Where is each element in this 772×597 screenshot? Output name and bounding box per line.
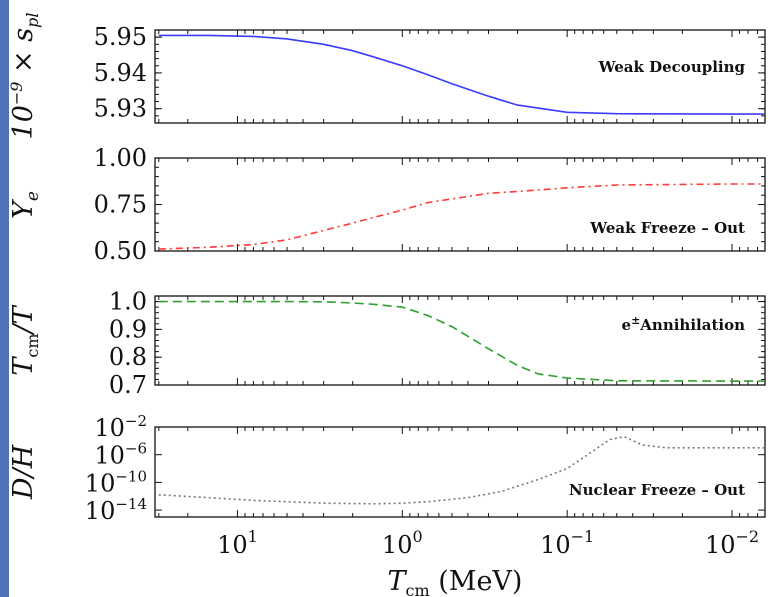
series-line: [158, 34, 764, 115]
y-tick-label: 5.93: [94, 95, 147, 123]
y-axis-label: D/H: [8, 444, 39, 500]
left-edge-bar: [0, 0, 9, 597]
panel-top: 5.93 5.94 5.95 Weak Decoupling 10−9 × spl: [7, 13, 766, 140]
y-tick-label: 0.8: [109, 343, 147, 371]
y-tick-label: 5.94: [94, 59, 147, 87]
x-tick-label: 101: [217, 527, 258, 559]
panel-annotation: e±Annihilation: [622, 314, 746, 334]
y-axis-label: Tcm/T: [8, 304, 42, 375]
x-tick-label: 10−1: [540, 527, 594, 559]
axes-frame: [154, 29, 766, 124]
y-tick-label: 1.0: [109, 288, 147, 316]
series-line: [158, 435, 764, 505]
y-tick-label: 5.95: [94, 23, 147, 51]
y-tick-label: 10−14: [85, 495, 147, 525]
x-tick-label: 10−2: [705, 527, 759, 559]
y-tick-label: 0.7: [109, 371, 147, 399]
series-line: [158, 183, 764, 250]
panel-annotation: Weak Freeze – Out: [589, 219, 745, 237]
y-tick-label: 0.50: [94, 237, 147, 265]
y-axis-label: 10−9 × spl: [7, 13, 42, 140]
y-axis-label: Ye: [8, 191, 43, 219]
series-line: [158, 300, 764, 382]
panel-second: 0.50 0.75 1.00 Weak Freeze – Out Ye: [8, 144, 766, 265]
y-tick-label: 10−6: [94, 440, 147, 470]
axes-frame: [154, 157, 766, 252]
y-tick-label: 0.9: [109, 315, 147, 343]
x-tick-label: 100: [382, 527, 423, 559]
x-axis-label: Tcm (MeV): [388, 566, 523, 597]
y-tick-label: 0.75: [94, 191, 147, 219]
panel-annotation: Weak Decoupling: [598, 58, 746, 76]
axes-frame: [154, 426, 766, 518]
y-tick-label: 10−10: [85, 467, 147, 497]
axes-frame: [154, 295, 766, 386]
panel-third: 0.70.80.91.0 e±Annihilation Tcm/T: [8, 288, 766, 399]
y-tick-label: 1.00: [94, 144, 147, 172]
panel-annotation: Nuclear Freeze – Out: [569, 481, 745, 499]
y-tick-label: 10−2: [94, 412, 147, 442]
